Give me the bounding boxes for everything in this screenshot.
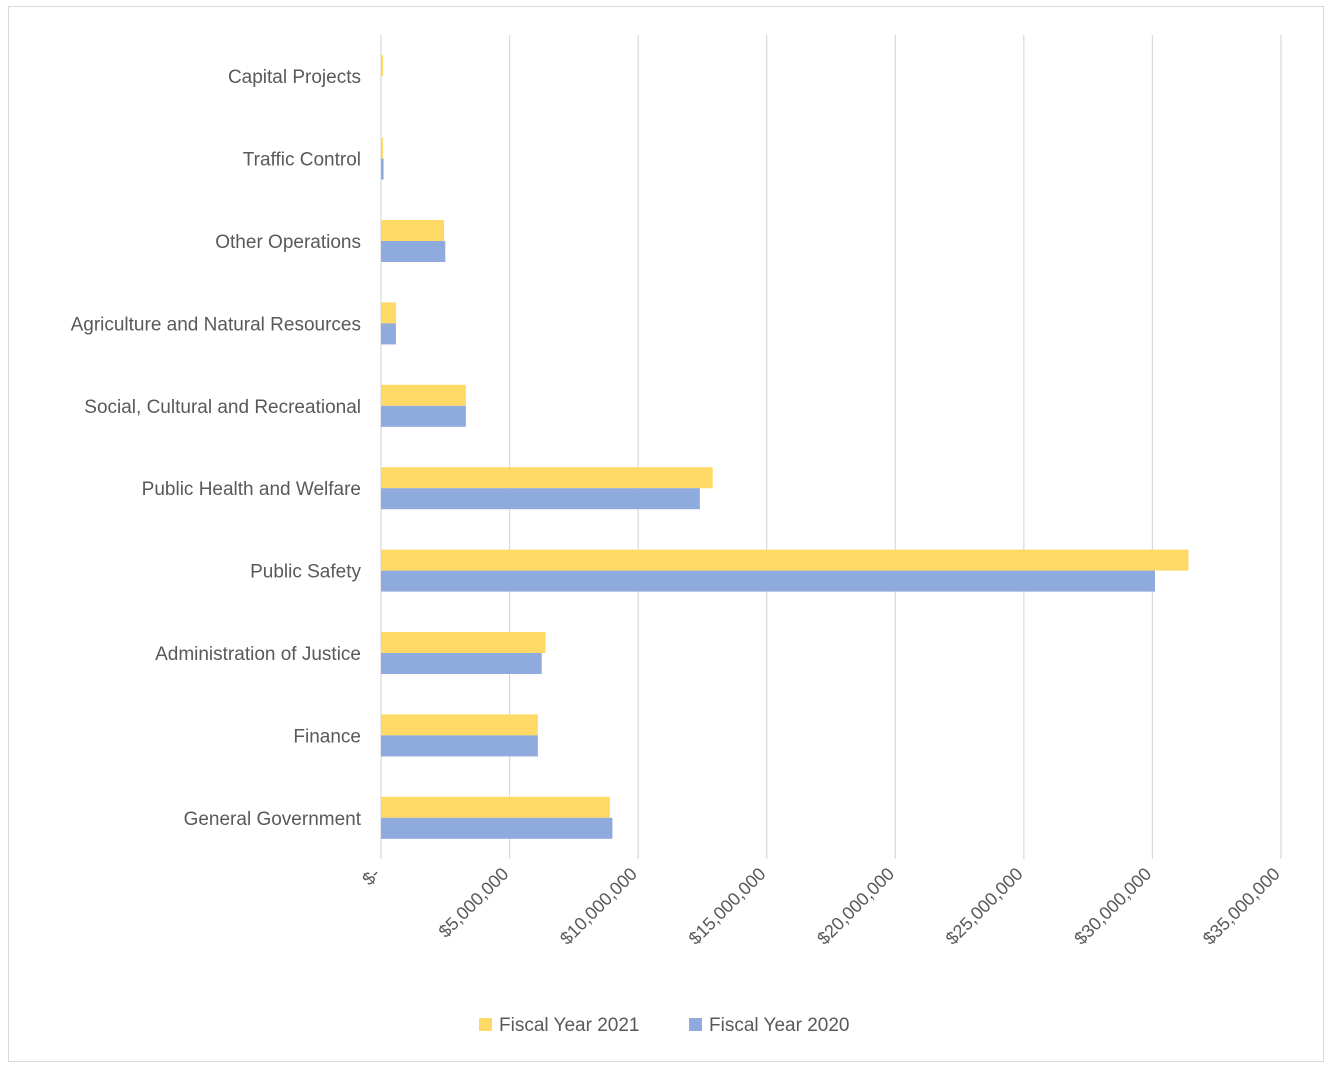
bar-fy2021-2 xyxy=(381,632,546,653)
legend-swatch-fy2021 xyxy=(479,1018,492,1031)
bar-fy2021-6 xyxy=(381,302,396,324)
category-label: Public Health and Welfare xyxy=(142,479,361,500)
category-label: Other Operations xyxy=(215,232,361,253)
legend-swatch-fy2020 xyxy=(689,1018,702,1031)
bar-fy2020-4 xyxy=(381,488,700,510)
bar-fy2020-0 xyxy=(381,817,613,839)
bar-fy2021-0 xyxy=(381,796,610,818)
x-tick-label: $15,000,000 xyxy=(685,864,770,949)
category-label: Administration of Justice xyxy=(155,644,361,665)
bar-fy2021-4 xyxy=(381,467,713,489)
x-tick-labels: $- $5,000,000 $10,000,000 $15,000,000 $20,00… xyxy=(358,864,1283,949)
x-tick-label: $10,000,000 xyxy=(556,864,641,949)
x-tick-label: $- xyxy=(358,864,383,889)
gridlines xyxy=(380,35,1282,859)
bar-fy2021-8 xyxy=(381,137,384,159)
bar-fy2020-5 xyxy=(381,405,466,427)
bar-fy2020-6 xyxy=(381,323,396,345)
bar-chart: General Government Finance Administration … xyxy=(71,35,1284,1036)
x-tick-label: $20,000,000 xyxy=(813,864,898,949)
bar-fy2021-9 xyxy=(381,55,384,77)
bar-fy2020-2 xyxy=(381,653,542,674)
bars xyxy=(381,55,1189,839)
category-labels: General Government Finance Administration … xyxy=(71,67,362,830)
bar-fy2020-1 xyxy=(381,735,538,757)
category-label: Public Safety xyxy=(250,562,361,583)
legend-label-fy2021: Fiscal Year 2021 xyxy=(499,1015,640,1036)
legend: Fiscal Year 2021 Fiscal Year 2020 xyxy=(479,1015,850,1036)
category-label: Social, Cultural and Recreational xyxy=(84,397,361,418)
bar-fy2021-7 xyxy=(381,220,444,241)
bar-fy2021-3 xyxy=(381,549,1189,571)
category-label: Traffic Control xyxy=(243,150,361,171)
category-label: Agriculture and Natural Resources xyxy=(71,314,361,335)
category-label: General Government xyxy=(184,809,362,830)
bar-fy2021-1 xyxy=(381,714,538,736)
bar-fy2021-5 xyxy=(381,384,466,406)
category-label: Capital Projects xyxy=(228,67,361,88)
bar-fy2020-7 xyxy=(381,241,446,262)
chart-frame: General Government Finance Administration … xyxy=(8,6,1324,1062)
legend-label-fy2020: Fiscal Year 2020 xyxy=(709,1015,850,1036)
bar-fy2020-8 xyxy=(381,158,384,180)
x-tick-label: $5,000,000 xyxy=(435,864,513,942)
x-tick-label: $35,000,000 xyxy=(1199,864,1284,949)
bar-fy2020-3 xyxy=(381,570,1155,592)
x-tick-label: $25,000,000 xyxy=(942,864,1027,949)
category-label: Finance xyxy=(293,726,361,747)
x-tick-label: $30,000,000 xyxy=(1070,864,1155,949)
